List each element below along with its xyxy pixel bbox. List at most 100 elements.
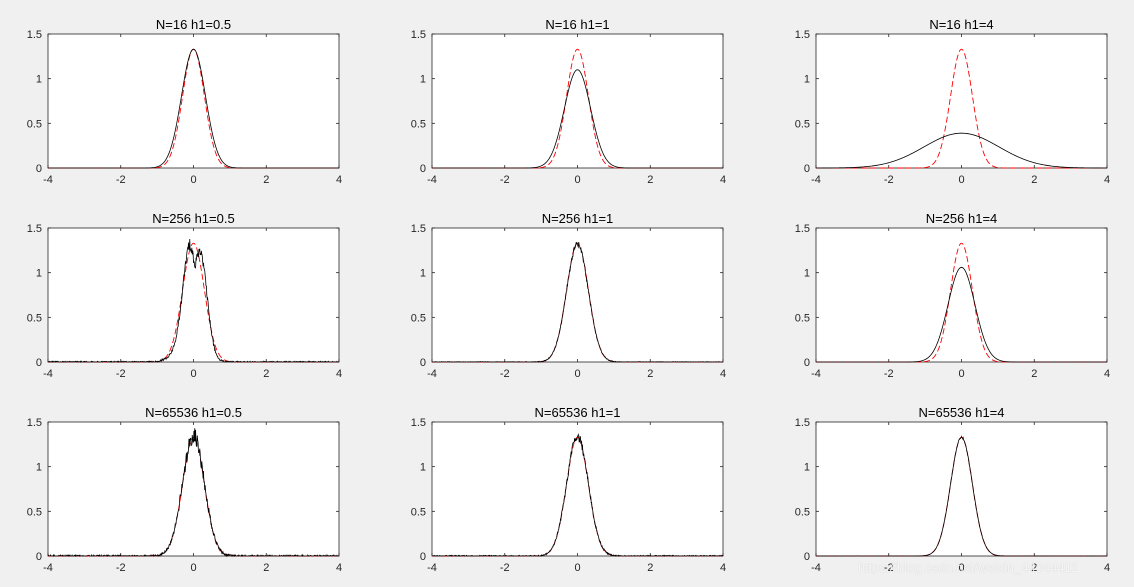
plot-area <box>815 33 1108 169</box>
x-tick-label: 0 <box>190 368 196 380</box>
x-tick-label: -4 <box>43 562 53 574</box>
y-tick-label: 1 <box>420 268 426 280</box>
y-tick-label: 0.5 <box>795 312 810 324</box>
y-tick-label: 0 <box>804 357 810 369</box>
x-tick-label: -2 <box>884 174 894 186</box>
y-tick-label: 1 <box>420 74 426 86</box>
y-tick-label: 1 <box>420 462 426 474</box>
x-tick-label: -4 <box>811 368 821 380</box>
estimated-density-line <box>47 428 340 558</box>
subplot-title: N=65536 h1=0.5 <box>145 405 242 420</box>
x-tick-label: -2 <box>116 368 126 380</box>
reference-density-line <box>816 48 1107 169</box>
y-tick-label: 0 <box>420 551 426 563</box>
x-tick-label: -2 <box>116 562 126 574</box>
estimated-density-line <box>431 242 723 363</box>
x-tick-label: -4 <box>427 562 437 574</box>
y-tick-label: 1 <box>36 462 42 474</box>
x-tick-label: 2 <box>647 174 653 186</box>
y-tick-label: 0.5 <box>411 506 426 518</box>
x-tick-label: 4 <box>720 368 726 380</box>
subplot-title: N=65536 h1=1 <box>534 405 620 420</box>
y-tick-label: 0.5 <box>27 506 42 518</box>
subplot-title: N=65536 h1=4 <box>918 405 1004 420</box>
y-tick-label: 1.5 <box>411 29 426 41</box>
plot-area <box>431 421 724 557</box>
subplot-5: N=256 h1=1 -4 -2 0 2 4 0 0.5 1 1.5 <box>411 211 726 380</box>
y-tick-label: 1.5 <box>411 223 426 235</box>
x-tick-label: 2 <box>263 174 269 186</box>
x-tick-label: -2 <box>500 562 510 574</box>
subplot-1: N=16 h1=0.5 -4 -2 0 2 4 0 0.5 1 1.5 <box>27 17 342 186</box>
y-tick-label: 1.5 <box>795 417 810 429</box>
plot-area <box>431 33 724 169</box>
y-tick-label: 0 <box>804 551 810 563</box>
x-tick-label: -2 <box>500 174 510 186</box>
x-tick-label: 2 <box>263 368 269 380</box>
x-tick-label: 4 <box>1104 174 1110 186</box>
x-tick-label: -4 <box>811 174 821 186</box>
y-tick-label: 1.5 <box>411 417 426 429</box>
y-tick-label: 0.5 <box>27 118 42 130</box>
x-tick-label: 0 <box>958 174 964 186</box>
plot-area <box>431 227 724 363</box>
y-tick-label: 1 <box>804 268 810 280</box>
plot-area <box>47 421 340 557</box>
y-tick-label: 0.5 <box>411 118 426 130</box>
y-tick-label: 0.5 <box>795 506 810 518</box>
watermark: https://blog.csdn.net/weixin_44044411 <box>858 560 1079 575</box>
x-tick-label: 4 <box>1104 368 1110 380</box>
estimated-density-line <box>48 48 339 169</box>
estimated-density-line <box>431 433 724 557</box>
x-tick-label: 0 <box>574 562 580 574</box>
x-tick-label: 4 <box>336 562 342 574</box>
y-tick-label: 0 <box>420 163 426 175</box>
y-tick-label: 0 <box>36 163 42 175</box>
x-tick-label: 2 <box>647 368 653 380</box>
x-tick-label: -4 <box>811 562 821 574</box>
subplot-title: N=256 h1=4 <box>926 211 998 226</box>
y-tick-label: 1 <box>36 74 42 86</box>
y-tick-label: 1.5 <box>27 29 42 41</box>
x-tick-label: 2 <box>647 562 653 574</box>
x-tick-label: -4 <box>43 174 53 186</box>
plot-area <box>815 227 1108 363</box>
estimated-density-line <box>816 266 1107 363</box>
x-tick-label: 2 <box>1031 562 1037 574</box>
subplot-6: N=256 h1=4 -4 -2 0 2 4 0 0.5 1 1.5 <box>795 211 1110 380</box>
subplot-title: N=16 h1=0.5 <box>156 17 231 32</box>
y-tick-label: 0.5 <box>27 312 42 324</box>
x-tick-label: 4 <box>336 174 342 186</box>
x-tick-label: -2 <box>500 368 510 380</box>
x-tick-label: 2 <box>263 562 269 574</box>
x-tick-label: 0 <box>190 562 196 574</box>
x-tick-label: 0 <box>958 562 964 574</box>
estimated-density-line <box>432 69 723 169</box>
subplot-title: N=16 h1=4 <box>929 17 993 32</box>
x-tick-label: -4 <box>427 174 437 186</box>
x-tick-label: 4 <box>1104 562 1110 574</box>
y-tick-label: 1.5 <box>27 223 42 235</box>
y-tick-label: 1.5 <box>27 417 42 429</box>
y-tick-label: 0.5 <box>411 312 426 324</box>
x-tick-label: 0 <box>574 368 580 380</box>
subplot-2: N=16 h1=1 -4 -2 0 2 4 0 0.5 1 1.5 <box>411 17 726 186</box>
x-tick-label: 4 <box>336 368 342 380</box>
y-tick-label: 1 <box>804 462 810 474</box>
x-tick-label: 4 <box>720 174 726 186</box>
y-tick-label: 0.5 <box>795 118 810 130</box>
subplot-4: N=256 h1=0.5 -4 -2 0 2 4 0 0.5 1 1.5 <box>27 211 342 380</box>
estimated-density-line <box>47 239 340 363</box>
x-tick-label: -2 <box>884 368 894 380</box>
estimated-density-line <box>815 435 1107 557</box>
x-tick-label: -4 <box>43 368 53 380</box>
subplot-9: N=65536 h1=4 -4 -2 0 2 4 0 0.5 1 1.5 <box>795 405 1110 574</box>
x-tick-label: -4 <box>427 368 437 380</box>
plot-area <box>47 33 340 169</box>
y-tick-label: 1.5 <box>795 223 810 235</box>
plot-area <box>47 227 340 363</box>
subplot-8: N=65536 h1=1 -4 -2 0 2 4 0 0.5 1 1.5 <box>411 405 726 574</box>
y-tick-label: 1.5 <box>795 29 810 41</box>
x-tick-label: 0 <box>574 174 580 186</box>
